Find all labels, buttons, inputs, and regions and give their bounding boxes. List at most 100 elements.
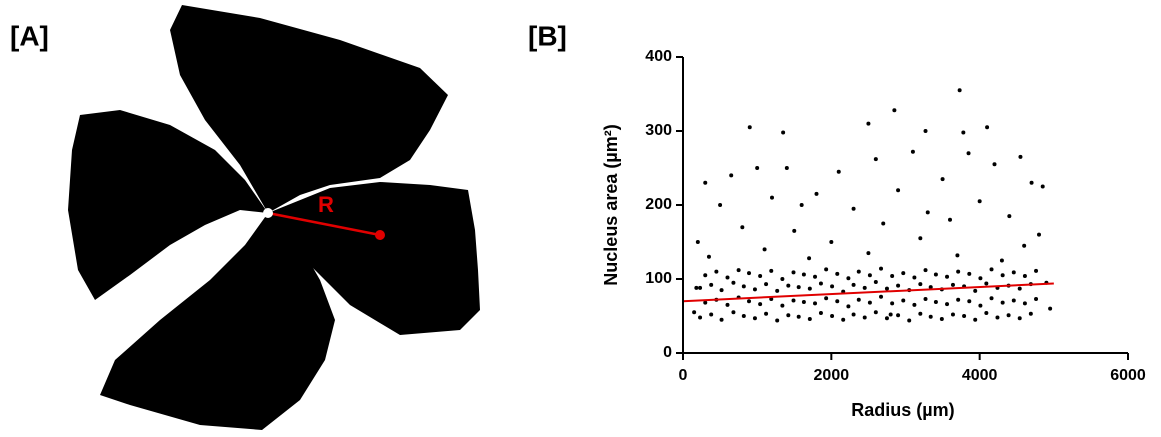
data-point: [1034, 268, 1039, 273]
y-tick-label: 100: [645, 270, 672, 287]
data-point: [706, 254, 711, 259]
data-point: [695, 240, 700, 244]
data-point: [725, 275, 730, 280]
data-point: [890, 301, 895, 306]
data-point: [740, 225, 745, 230]
data-point: [1029, 180, 1034, 185]
data-point: [775, 288, 780, 293]
data-point: [762, 247, 767, 252]
data-point: [910, 149, 915, 154]
data-point: [1011, 270, 1016, 275]
data-point: [801, 299, 806, 304]
data-point: [841, 317, 846, 322]
data-point: [923, 129, 928, 133]
data-point: [928, 285, 933, 290]
data-point: [792, 228, 797, 233]
data-point: [973, 317, 978, 322]
data-point: [709, 282, 714, 287]
x-tick-label: 2000: [814, 367, 850, 384]
data-point: [967, 271, 972, 276]
data-point: [1000, 300, 1005, 305]
data-point: [764, 311, 769, 316]
panel-label: [A]: [10, 20, 49, 51]
data-point: [786, 313, 791, 318]
data-point: [948, 217, 952, 222]
panel-label: [B]: [528, 20, 567, 51]
data-point: [770, 195, 774, 200]
data-point: [873, 157, 878, 162]
data-point: [945, 274, 950, 279]
data-point: [1017, 286, 1022, 291]
data-point: [764, 282, 769, 287]
data-point: [1000, 273, 1005, 278]
data-point: [1022, 274, 1027, 279]
data-point: [824, 267, 829, 272]
regression-line: [682, 282, 1054, 303]
data-point: [769, 268, 774, 273]
data-point: [747, 299, 752, 304]
data-point: [896, 313, 901, 318]
data-point: [824, 296, 829, 301]
data-point: [796, 285, 801, 290]
data-point: [731, 310, 736, 315]
data-point: [781, 130, 786, 135]
data-point: [923, 296, 928, 301]
data-point: [703, 273, 708, 278]
data-point: [729, 173, 734, 178]
data-point: [862, 315, 867, 320]
data-point: [984, 311, 989, 316]
center-dot: [263, 208, 273, 218]
data-point: [955, 253, 960, 258]
x-tick-label: 6000: [1110, 367, 1146, 384]
data-point: [851, 312, 856, 317]
data-point: [977, 199, 982, 204]
data-point: [989, 267, 994, 272]
data-point: [884, 286, 889, 291]
data-point: [1017, 316, 1022, 321]
data-point: [791, 298, 796, 303]
retina-image: [68, 5, 480, 430]
data-point: [867, 300, 872, 305]
data-point: [692, 310, 697, 315]
y-tick-label: 0: [663, 344, 672, 361]
y-tick-label: 300: [645, 122, 672, 139]
radius-arrow: [267, 211, 381, 237]
data-point: [1040, 184, 1045, 189]
data-point: [807, 316, 812, 321]
data-point: [1007, 214, 1012, 219]
data-point: [928, 314, 933, 319]
data-point: [719, 317, 724, 322]
data-point: [940, 177, 945, 182]
data-point: [984, 281, 989, 286]
data-point: [801, 272, 806, 277]
data-point: [851, 282, 856, 287]
data-point: [973, 288, 978, 293]
data-point: [890, 274, 895, 279]
data-point: [741, 284, 746, 289]
data-point: [698, 285, 703, 290]
data-point: [835, 271, 840, 276]
data-point: [925, 210, 930, 215]
data-point: [752, 316, 757, 321]
data-point: [879, 266, 884, 271]
data-point: [784, 166, 789, 170]
data-point: [966, 151, 971, 156]
data-point: [780, 277, 785, 281]
data-point: [961, 130, 966, 135]
data-point: [718, 203, 723, 207]
data-point: [1048, 306, 1053, 311]
data-point: [835, 299, 840, 304]
data-point: [703, 180, 708, 185]
data-point: [856, 297, 861, 302]
data-point: [957, 88, 962, 93]
data-point: [731, 280, 736, 285]
x-tick-label: 4000: [962, 367, 998, 384]
data-point: [698, 315, 703, 320]
data-point: [755, 166, 760, 170]
data-point: [714, 269, 719, 274]
data-point: [813, 274, 818, 279]
data-point: [1011, 298, 1016, 303]
data-point: [892, 108, 897, 113]
data-point: [888, 312, 893, 317]
data-point: [758, 274, 763, 279]
